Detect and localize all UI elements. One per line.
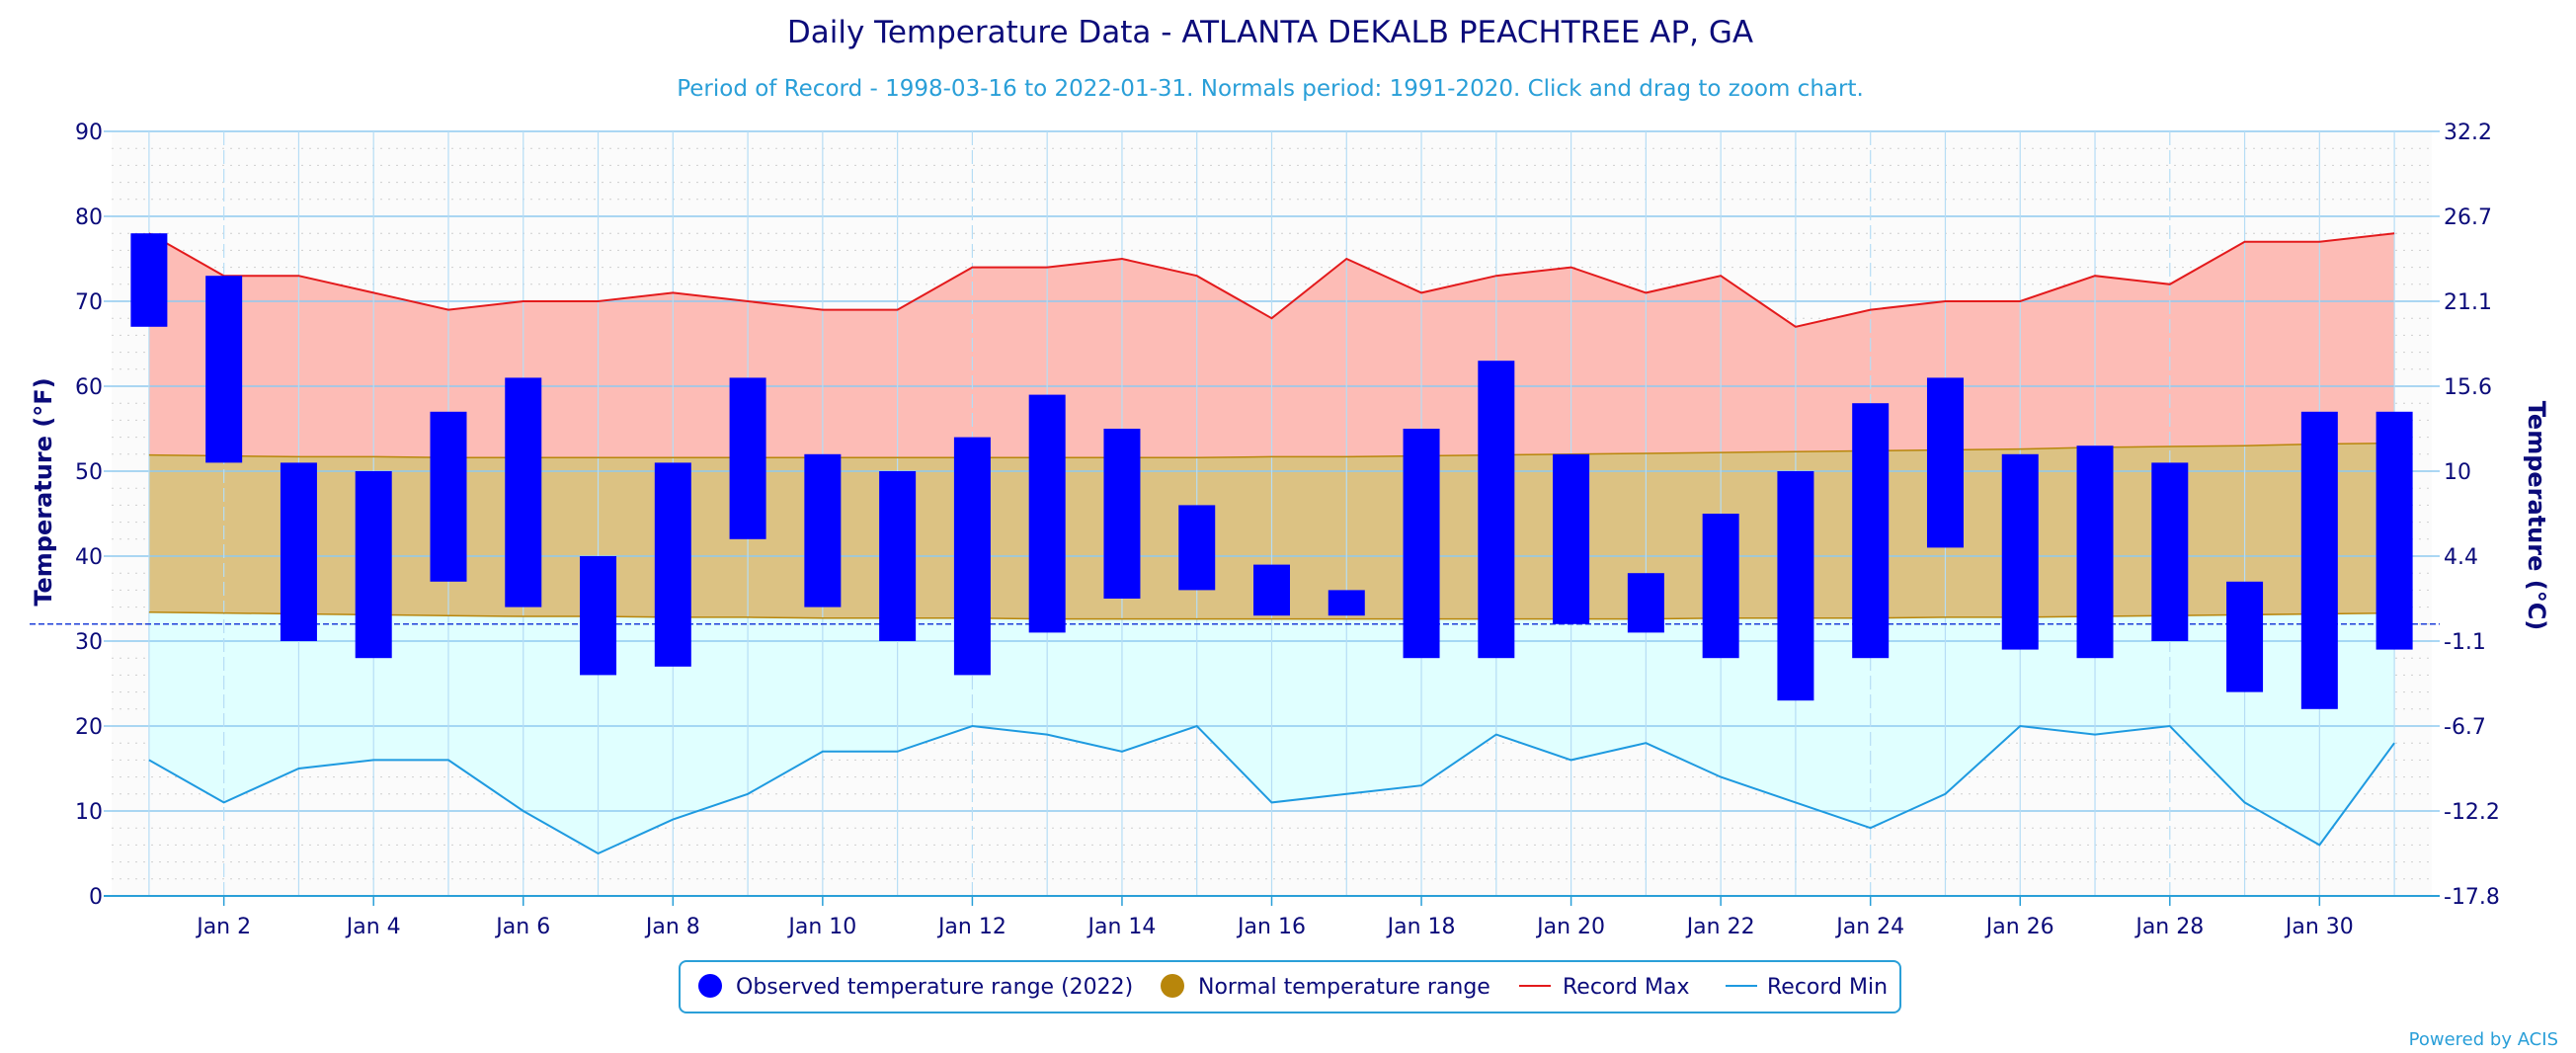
x-tick-label: Jan 8 bbox=[644, 915, 700, 939]
legend-observed-label[interactable]: Observed temperature range (2022) bbox=[736, 975, 1133, 1000]
y-tick-label-left: 0 bbox=[89, 885, 103, 910]
x-tick-label: Jan 4 bbox=[345, 915, 401, 939]
legend-record-max-label[interactable]: Record Max bbox=[1563, 975, 1690, 1000]
x-tick-label: Jan 28 bbox=[2133, 915, 2204, 939]
y-tick-label-right: 26.7 bbox=[2444, 205, 2492, 230]
y-tick-label-right: -12.2 bbox=[2444, 800, 2500, 825]
x-tick-label: Jan 26 bbox=[1984, 915, 2054, 939]
x-tick-label: Jan 12 bbox=[936, 915, 1006, 939]
y-tick-label-left: 90 bbox=[75, 121, 103, 145]
legend-observed-marker[interactable] bbox=[698, 974, 722, 998]
x-tick-label: Jan 22 bbox=[1685, 915, 1755, 939]
x-tick-label: Jan 20 bbox=[1535, 915, 1605, 939]
legend-record-min-label[interactable]: Record Min bbox=[1767, 975, 1888, 1000]
y-tick-label-left: 50 bbox=[75, 460, 103, 485]
y-tick-label-right: 10 bbox=[2444, 460, 2471, 485]
y-tick-label-right: 4.4 bbox=[2444, 545, 2478, 570]
legend-normal-label[interactable]: Normal temperature range bbox=[1198, 975, 1490, 1000]
observed-bar[interactable] bbox=[879, 471, 917, 641]
observed-bar[interactable] bbox=[1103, 429, 1141, 599]
observed-bar[interactable] bbox=[280, 462, 317, 641]
observed-bar[interactable] bbox=[2226, 581, 2264, 692]
observed-bar[interactable] bbox=[2300, 411, 2338, 709]
observed-bar[interactable] bbox=[2375, 411, 2413, 650]
observed-bar[interactable] bbox=[1028, 394, 1066, 633]
x-tick-label: Jan 14 bbox=[1086, 915, 1156, 939]
y-tick-label-left: 10 bbox=[75, 800, 103, 825]
y-tick-label-right: 32.2 bbox=[2444, 121, 2492, 145]
legend-box bbox=[679, 960, 1901, 1013]
observed-bar[interactable] bbox=[953, 437, 991, 676]
y-axis-title-left: Temperature (°F) bbox=[30, 377, 57, 606]
legend-normal-marker[interactable] bbox=[1161, 974, 1184, 998]
observed-bar[interactable] bbox=[1852, 403, 1890, 659]
observed-bar[interactable] bbox=[1178, 505, 1216, 591]
observed-bar[interactable] bbox=[2001, 453, 2039, 650]
y-tick-label-left: 70 bbox=[75, 290, 103, 315]
observed-bar[interactable] bbox=[1627, 573, 1664, 633]
y-tick-label-left: 30 bbox=[75, 630, 103, 655]
record-max-line[interactable] bbox=[148, 232, 2395, 328]
y-tick-label-left: 80 bbox=[75, 205, 103, 230]
legend: Observed temperature range (2022) Normal… bbox=[679, 960, 1901, 1013]
chart-subtitle: Period of Record - 1998-03-16 to 2022-01… bbox=[677, 76, 1864, 102]
observed-bar[interactable] bbox=[1478, 361, 1515, 659]
y-tick-label-right: 21.1 bbox=[2444, 290, 2492, 315]
observed-bar[interactable] bbox=[1253, 564, 1290, 616]
y-tick-label-left: 20 bbox=[75, 715, 103, 740]
record-min-line[interactable] bbox=[148, 724, 2395, 855]
observed-bar[interactable] bbox=[1553, 453, 1590, 624]
observed-bar[interactable] bbox=[355, 471, 392, 659]
observed-bar[interactable] bbox=[804, 453, 842, 608]
y-tick-label-right: -17.8 bbox=[2444, 885, 2500, 910]
y-tick-label-right: -1.1 bbox=[2444, 630, 2486, 655]
observed-bar[interactable] bbox=[580, 556, 617, 676]
x-tick-label: Jan 10 bbox=[786, 915, 856, 939]
x-tick-label: Jan 16 bbox=[1236, 915, 1306, 939]
observed-bar[interactable] bbox=[2151, 462, 2189, 641]
observed-bar[interactable] bbox=[1403, 429, 1440, 659]
observed-bar[interactable] bbox=[1777, 471, 1814, 701]
x-tick-label: Jan 30 bbox=[2284, 915, 2354, 939]
observed-bar[interactable] bbox=[130, 233, 168, 327]
observed-bar[interactable] bbox=[1328, 590, 1365, 616]
y-tick-label-right: -6.7 bbox=[2444, 715, 2486, 740]
plot-area[interactable]: 0 10 20 30 40 50 60 70 80 90 -17.8 -12.2 -6.7 -1.1 4.4… bbox=[30, 121, 2500, 939]
chart-title: Daily Temperature Data - ATLANTA DEKALB … bbox=[787, 15, 1753, 50]
y-tick-label-left: 60 bbox=[75, 375, 103, 400]
y-tick-label-left: 40 bbox=[75, 545, 103, 570]
observed-bar[interactable] bbox=[1926, 377, 1964, 548]
observed-bar[interactable] bbox=[430, 411, 467, 582]
credit-link[interactable]: Powered by ACIS bbox=[2409, 1029, 2558, 1050]
y-tick-label-right: 15.6 bbox=[2444, 375, 2492, 400]
observed-bar[interactable] bbox=[2076, 446, 2114, 659]
observed-bar[interactable] bbox=[654, 462, 691, 667]
observed-bar[interactable] bbox=[205, 276, 243, 463]
observed-bar[interactable] bbox=[1702, 514, 1739, 659]
x-tick-label: Jan 6 bbox=[494, 915, 550, 939]
x-tick-label: Jan 24 bbox=[1834, 915, 1904, 939]
observed-bar[interactable] bbox=[729, 377, 766, 539]
observed-bar[interactable] bbox=[505, 377, 542, 608]
x-tick-label: Jan 18 bbox=[1386, 915, 1456, 939]
y-axis-title-right: Temperature (°C) bbox=[2523, 401, 2550, 631]
x-tick-label: Jan 2 bbox=[195, 915, 251, 939]
